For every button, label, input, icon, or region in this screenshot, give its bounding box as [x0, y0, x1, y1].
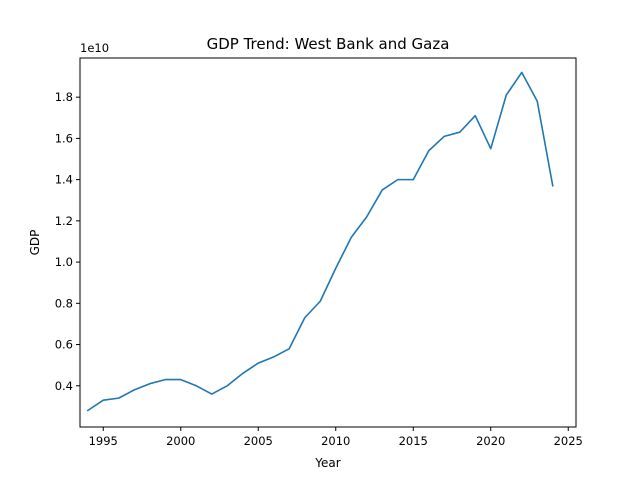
- x-tick-label: 2010: [321, 434, 350, 448]
- x-tick-label: 2015: [399, 434, 428, 448]
- y-axis-offset-text: 1e10: [80, 41, 109, 55]
- y-axis-ticks: 0.4 0.6 0.8 1.0 1.2 1.4 1.6 1.8: [55, 90, 80, 393]
- x-axis-label: Year: [314, 456, 340, 470]
- y-tick-label: 1.0: [55, 255, 73, 269]
- gdp-series-line: [86, 71, 554, 412]
- x-tick-label: 2005: [244, 434, 273, 448]
- y-tick-label: 0.4: [55, 379, 73, 393]
- chart-title: GDP Trend: West Bank and Gaza: [207, 35, 450, 53]
- series-group: [86, 71, 554, 412]
- x-axis-ticks: 1995 2000 2005 2010 2015 2020 2025: [89, 427, 583, 448]
- y-tick-label: 1.8: [55, 90, 73, 104]
- y-axis-label: GDP: [28, 230, 42, 256]
- x-tick-label: 2025: [554, 434, 583, 448]
- y-tick-label: 0.6: [55, 338, 73, 352]
- y-tick-label: 0.8: [55, 296, 73, 310]
- axes-frame: [79, 57, 577, 428]
- x-tick-label: 2000: [166, 434, 195, 448]
- x-tick-label: 1995: [89, 434, 118, 448]
- y-tick-label: 1.4: [55, 173, 73, 187]
- y-tick-label: 1.2: [55, 214, 73, 228]
- y-tick-label: 1.6: [55, 131, 73, 145]
- x-tick-label: 2020: [476, 434, 505, 448]
- plot-area: 1995 2000 2005 2010 2015 2020 2025 0.4 0.6 0.8 1.…: [55, 57, 583, 448]
